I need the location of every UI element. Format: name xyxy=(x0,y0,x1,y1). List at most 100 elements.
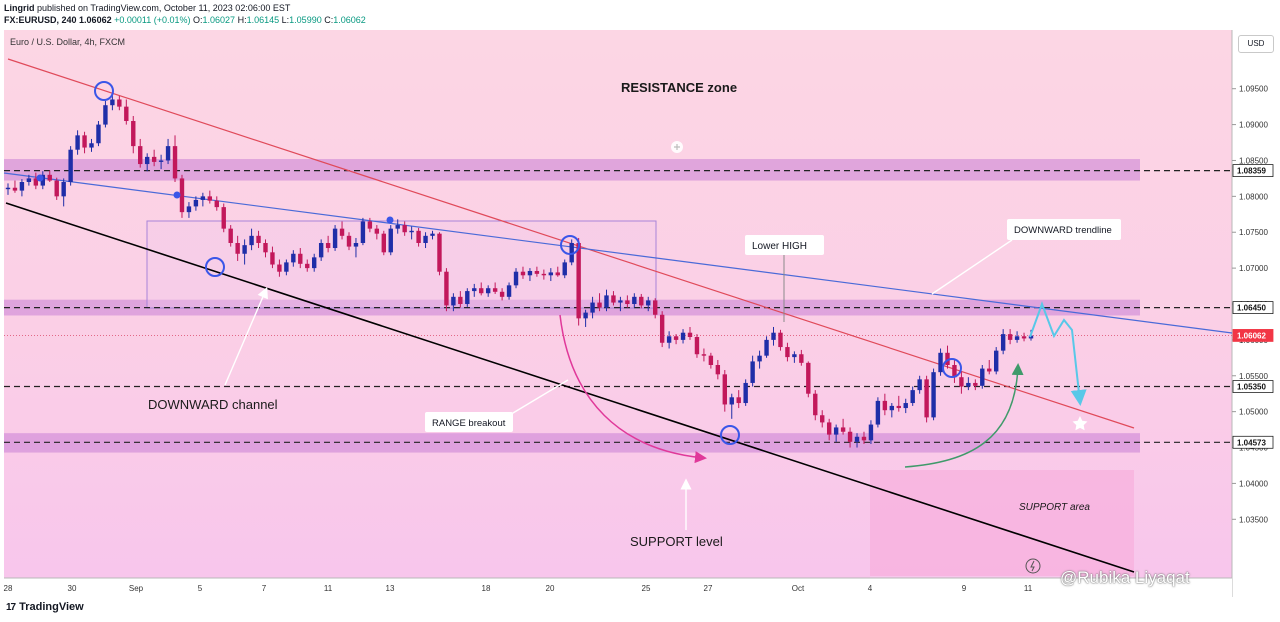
candle-body xyxy=(653,300,658,315)
candle-body xyxy=(395,225,400,229)
candle xyxy=(632,293,637,308)
price-chart[interactable]: RESISTANCE zone Lower HIGH DOWNWARD tren… xyxy=(0,30,1280,597)
candle xyxy=(778,329,783,351)
candle xyxy=(548,268,554,282)
candle xyxy=(437,232,442,276)
x-tick-label: 20 xyxy=(546,584,555,593)
candle xyxy=(40,171,45,190)
x-tick-label: Oct xyxy=(792,584,805,593)
x-tick-label: 25 xyxy=(642,584,651,593)
price-label-box xyxy=(1232,380,1274,393)
candle-body xyxy=(214,200,219,208)
candle xyxy=(590,296,595,319)
candle xyxy=(256,230,261,249)
candle xyxy=(840,418,846,435)
candle-body xyxy=(235,243,240,254)
candle-body xyxy=(12,187,18,191)
swing-circle-2 xyxy=(205,257,225,277)
candle xyxy=(541,269,547,280)
candle xyxy=(555,266,560,277)
candle xyxy=(854,433,860,448)
candle-body xyxy=(381,233,386,253)
candle-body xyxy=(284,262,289,272)
price-label: 1.04573 xyxy=(1232,435,1274,449)
candle xyxy=(687,326,693,340)
candle-body xyxy=(792,354,797,358)
publish-line: Lingrid published on TradingView.com, Oc… xyxy=(4,2,290,14)
candle-body xyxy=(639,296,644,306)
y-tick-label: 1.07500 xyxy=(1239,228,1268,237)
candle xyxy=(472,283,477,297)
candle-body xyxy=(499,291,505,297)
candle xyxy=(19,179,25,197)
candle xyxy=(165,138,171,165)
candle xyxy=(138,138,143,168)
candle-body xyxy=(778,332,783,348)
candle-body xyxy=(144,156,150,165)
currency-button[interactable]: USD xyxy=(1238,35,1274,53)
candle xyxy=(945,345,950,369)
candle xyxy=(47,170,52,182)
candle xyxy=(910,386,915,406)
candle-body xyxy=(513,271,519,286)
candle-body xyxy=(402,225,407,233)
rebound-arrow xyxy=(904,363,1024,468)
candle xyxy=(346,232,352,251)
candle xyxy=(722,370,727,412)
candle-body xyxy=(618,300,623,303)
y-tick-label: 1.08000 xyxy=(1239,192,1268,201)
candle-body xyxy=(889,405,895,411)
tradingview-logo[interactable]: 17 TradingView xyxy=(6,601,84,613)
candle xyxy=(750,355,755,387)
candle xyxy=(207,190,213,204)
candle-body xyxy=(687,332,693,338)
candle-body xyxy=(263,243,268,253)
candle xyxy=(917,375,922,394)
candle xyxy=(569,239,574,266)
price-change: +0.00011 (+0.01%) xyxy=(114,15,191,25)
candle xyxy=(792,351,797,363)
lightning-icon[interactable] xyxy=(1025,558,1041,574)
candle-body xyxy=(451,296,456,306)
candle xyxy=(604,289,609,312)
candle-body xyxy=(47,174,52,181)
candle xyxy=(318,239,324,261)
x-tick-label: 7 xyxy=(262,584,267,593)
candle xyxy=(33,172,39,190)
candle-body xyxy=(409,230,414,233)
candle-body xyxy=(701,354,707,356)
price-label: 1.05350 xyxy=(1232,380,1274,393)
candle-body xyxy=(680,332,686,340)
candle xyxy=(806,361,811,398)
tradingview-logo-text: TradingView xyxy=(19,601,84,613)
candle-body xyxy=(541,273,547,276)
candle xyxy=(221,203,226,233)
candle xyxy=(242,239,247,265)
candle xyxy=(576,237,581,326)
candle xyxy=(492,282,498,294)
candle-body xyxy=(945,352,950,365)
pointer-downward-trendline xyxy=(931,239,1013,295)
candle xyxy=(12,180,18,193)
x-tick-label: 11 xyxy=(1024,584,1033,593)
candle-body xyxy=(291,253,296,263)
candle-body xyxy=(117,99,122,107)
candle-body xyxy=(611,295,616,303)
candle xyxy=(325,235,331,253)
candle xyxy=(402,221,407,236)
candle xyxy=(26,174,32,186)
candle xyxy=(291,250,296,267)
candle-body xyxy=(5,187,11,190)
price-label-text: 1.05350 xyxy=(1237,383,1266,392)
swing-circle-1 xyxy=(94,81,114,101)
author-name[interactable]: Lingrid xyxy=(4,3,35,13)
candle xyxy=(61,178,66,207)
candle-body xyxy=(138,146,143,165)
candle-body xyxy=(54,180,59,197)
candle-body xyxy=(924,379,929,418)
candle xyxy=(520,266,526,279)
candle-body xyxy=(249,235,254,246)
x-tick-label: 4 xyxy=(868,584,873,593)
candle xyxy=(882,393,888,416)
time-axis[interactable]: 28 30 Sep 5 7 11 13 18 20 25 27 Oct 4 9 11 xyxy=(4,584,1033,593)
